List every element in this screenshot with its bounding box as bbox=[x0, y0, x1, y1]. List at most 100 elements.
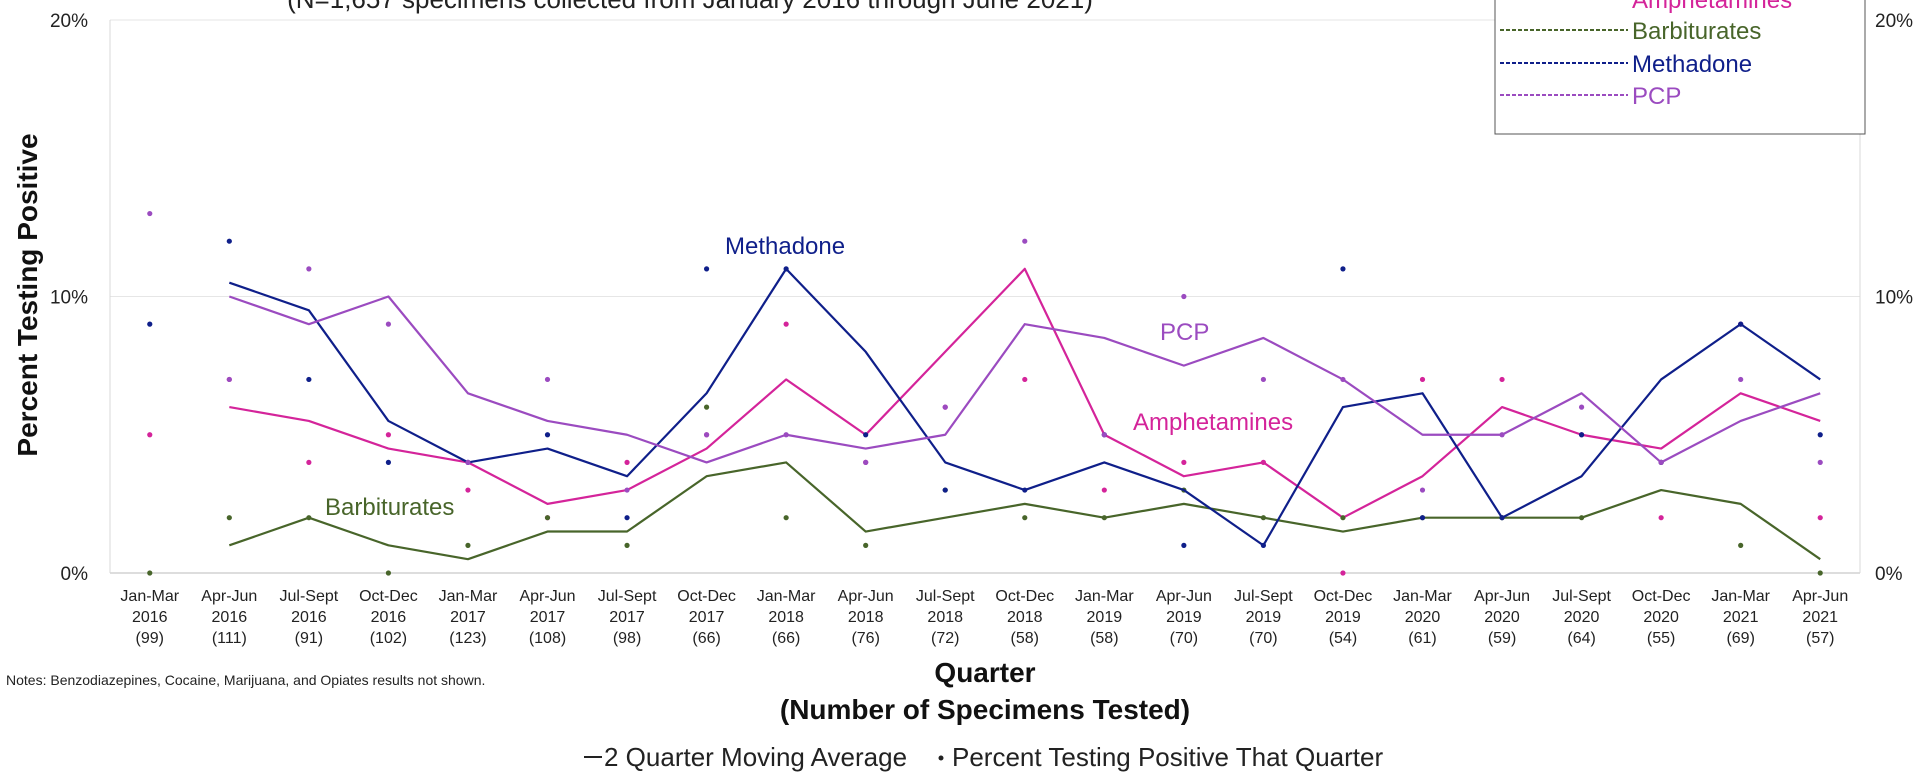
footer-legend-dot-text: Percent Testing Positive That Quarter bbox=[952, 742, 1383, 772]
x-tick-label: Oct-Dec 2019 (54) bbox=[1314, 588, 1373, 647]
data-point-pcp bbox=[863, 459, 869, 465]
data-point-pcp bbox=[1022, 238, 1028, 244]
data-point-pcp bbox=[1101, 432, 1107, 438]
data-point-pcp bbox=[306, 266, 312, 272]
data-point-amphetamines bbox=[624, 459, 630, 465]
legend-box bbox=[1494, 0, 1866, 135]
data-point-methadone bbox=[385, 459, 392, 465]
x-tick-label: Apr-Jun 2020 (59) bbox=[1474, 588, 1530, 647]
data-point-amphetamines bbox=[783, 321, 789, 327]
data-point-amphetamines bbox=[385, 432, 392, 438]
x-tick-label: Jul-Sept 2020 (64) bbox=[1552, 588, 1611, 647]
x-tick-label: Jul-Sept 2017 (98) bbox=[598, 588, 657, 647]
data-point-pcp bbox=[1260, 376, 1267, 383]
x-tick-label: Jan-Mar 2018 (66) bbox=[757, 588, 816, 647]
data-point-methadone bbox=[1340, 266, 1346, 272]
x-tick-label: Apr-Jun 2021 (57) bbox=[1792, 588, 1848, 647]
series-label-methadone: Methadone bbox=[725, 233, 845, 260]
x-tick-label: Apr-Jun 2019 (70) bbox=[1156, 588, 1212, 647]
data-point-methadone bbox=[147, 321, 153, 327]
x-tick-label: Oct-Dec 2018 (58) bbox=[995, 588, 1054, 647]
series-label-pcp: PCP bbox=[1160, 319, 1209, 346]
data-point-barbiturates bbox=[1578, 515, 1585, 521]
data-point-pcp bbox=[1817, 459, 1823, 465]
data-point-pcp bbox=[703, 432, 710, 438]
x-tick-label: Jan-Mar 2016 (99) bbox=[120, 588, 179, 647]
data-point-methadone bbox=[1260, 542, 1267, 548]
data-point-barbiturates bbox=[1022, 515, 1028, 521]
data-point-pcp bbox=[465, 459, 471, 465]
data-point-pcp bbox=[942, 404, 948, 410]
data-point-amphetamines bbox=[465, 487, 471, 493]
data-point-barbiturates bbox=[1738, 542, 1744, 548]
y-tick-label-left: 10% bbox=[50, 288, 88, 309]
data-point-barbiturates bbox=[544, 515, 551, 521]
data-point-methadone bbox=[942, 487, 948, 493]
x-tick-label: Apr-Jun 2016 (111) bbox=[201, 588, 257, 647]
data-point-amphetamines bbox=[147, 432, 153, 438]
data-point-barbiturates bbox=[863, 542, 869, 548]
series-label-amphetamines: Amphetamines bbox=[1133, 409, 1293, 436]
data-point-barbiturates bbox=[306, 515, 312, 521]
data-point-methadone bbox=[306, 376, 312, 383]
data-point-methadone bbox=[783, 266, 789, 272]
data-point-methadone bbox=[1738, 321, 1744, 327]
x-tick-label: Jul-Sept 2018 (72) bbox=[916, 588, 975, 647]
data-point-barbiturates bbox=[465, 542, 471, 548]
x-tick-label: Oct-Dec 2020 (55) bbox=[1632, 588, 1691, 647]
y-tick-label-right: 20% bbox=[1875, 11, 1913, 32]
legend-label-pcp: PCP bbox=[1632, 83, 1681, 110]
x-tick-label: Oct-Dec 2016 (102) bbox=[359, 588, 418, 647]
series-label-barbiturates: Barbiturates bbox=[325, 494, 454, 521]
x-tick-label: Apr-Jun 2018 (76) bbox=[838, 588, 894, 647]
data-point-barbiturates bbox=[147, 570, 153, 576]
data-point-methadone bbox=[1419, 515, 1426, 521]
data-point-pcp bbox=[544, 376, 551, 383]
data-point-methadone bbox=[703, 266, 710, 272]
data-point-amphetamines bbox=[1499, 376, 1505, 383]
x-tick-label: Jan-Mar 2017 (123) bbox=[439, 588, 498, 647]
data-point-barbiturates bbox=[1817, 570, 1823, 576]
data-point-barbiturates bbox=[624, 542, 630, 548]
y-tick-label-right: 0% bbox=[1875, 564, 1903, 585]
data-point-barbiturates bbox=[783, 515, 789, 521]
series-line-amphetamines bbox=[229, 267, 1821, 519]
data-point-amphetamines bbox=[1022, 376, 1028, 383]
data-point-barbiturates bbox=[385, 570, 392, 576]
data-point-pcp bbox=[1499, 432, 1505, 438]
legend-label-amphetamines: Amphetamines bbox=[1632, 0, 1792, 14]
x-tick-label: Jan-Mar 2019 (58) bbox=[1075, 588, 1134, 647]
y-tick-label-right: 10% bbox=[1875, 288, 1913, 309]
legend: Amphetamines Barbiturates Methadone PCP bbox=[1494, 0, 1866, 135]
data-point-methadone bbox=[1817, 432, 1823, 438]
data-point-methadone bbox=[1499, 515, 1505, 521]
data-point-methadone bbox=[863, 432, 869, 438]
data-point-methadone bbox=[226, 238, 232, 244]
plot-area bbox=[147, 210, 1823, 576]
y-axis-title: Percent Testing Positive bbox=[12, 133, 43, 456]
data-point-amphetamines bbox=[1340, 570, 1346, 576]
series-line-barbiturates bbox=[228, 461, 1821, 561]
data-point-methadone bbox=[544, 432, 551, 438]
data-point-pcp bbox=[624, 487, 630, 493]
legend-label-barbiturates: Barbiturates bbox=[1632, 18, 1761, 45]
series-line-pcp bbox=[228, 295, 1821, 464]
data-point-pcp bbox=[1419, 487, 1426, 493]
data-point-amphetamines bbox=[1419, 376, 1426, 383]
data-point-pcp bbox=[1738, 376, 1744, 383]
footer-legend: 2 Quarter Moving Average Percent Testing… bbox=[584, 742, 1383, 772]
footer-legend-line-text: 2 Quarter Moving Average bbox=[604, 742, 907, 772]
axes: 0% 0% 10% 10% 20% 20% Jan-Mar 2016 (99) Apr-Jun 20… bbox=[50, 11, 1913, 647]
data-point-barbiturates bbox=[1260, 515, 1267, 521]
x-axis-title: Quarter bbox=[934, 657, 1035, 688]
data-point-amphetamines bbox=[306, 459, 312, 465]
data-point-methadone bbox=[1578, 432, 1585, 438]
data-point-barbiturates bbox=[1101, 515, 1107, 521]
data-point-pcp bbox=[1578, 404, 1585, 410]
data-point-methadone bbox=[1022, 487, 1028, 493]
data-point-amphetamines bbox=[1101, 487, 1107, 493]
legend-label-methadone: Methadone bbox=[1632, 51, 1752, 78]
data-point-amphetamines bbox=[1658, 515, 1664, 521]
data-point-pcp bbox=[147, 210, 153, 217]
